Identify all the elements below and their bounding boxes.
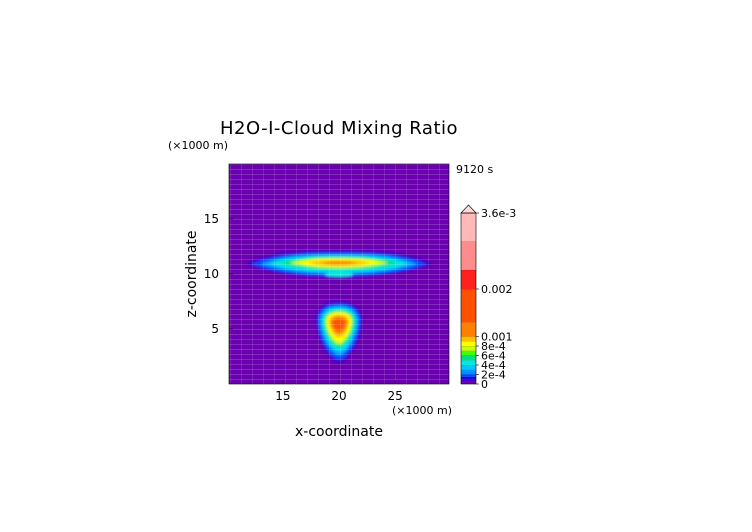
x-tick-label: 15 [275, 389, 290, 403]
colorbar-tick-label: 0.002 [481, 283, 513, 296]
colorbar-extend-arrow [460, 204, 477, 214]
heatmap-grid-texture [229, 164, 449, 384]
colorbar-band [461, 289, 476, 323]
colorbar-band [461, 336, 476, 342]
colorbar-band [461, 369, 476, 375]
colorbar-band [461, 376, 476, 380]
colorbar-band [461, 379, 476, 382]
colorbar-tick-label: 8e-4 [481, 340, 506, 353]
colorbar-band [461, 241, 476, 270]
colorbar-band [461, 360, 476, 365]
colorbar-band [461, 374, 476, 377]
colorbar-tick-label: 6e-4 [481, 350, 506, 363]
colorbar-band [461, 270, 476, 289]
x-tick-label: 25 [387, 389, 402, 403]
colorbar-tick-label: 4e-4 [481, 359, 506, 372]
y-tick-label: 15 [204, 212, 219, 226]
colorbar-band [461, 341, 476, 346]
colorbar-band [461, 350, 476, 356]
time-label: 9120 s [456, 163, 493, 176]
heatmap-plot-area [229, 164, 449, 384]
colorbar-frame [460, 212, 477, 385]
y-tick-label: 5 [211, 322, 219, 336]
colorbar-band [461, 346, 476, 351]
x-unit-label: (×1000 m) [392, 404, 452, 417]
colorbar-band [461, 365, 476, 370]
y-tick-label: 10 [204, 267, 219, 281]
colorbar-tick-label: 0 [481, 378, 488, 391]
x-axis-title: x-coordinate [295, 424, 383, 440]
x-axis-ticks: 15 20 25 [275, 380, 403, 403]
colorbar-band [461, 322, 476, 337]
y-unit-label: (×1000 m) [168, 139, 228, 152]
colorbar-band [461, 381, 476, 384]
y-axis-title: z-coordinate [184, 230, 200, 317]
colorbar-tick-label: 3.6e-3 [481, 207, 516, 220]
chart-title: H2O-I-Cloud Mixing Ratio [220, 118, 458, 139]
x-tick-label: 20 [331, 389, 346, 403]
colorbar-tick-label: 2e-4 [481, 369, 506, 382]
y-axis-ticks: 5 10 15 [204, 212, 233, 336]
colorbar-band [461, 213, 476, 242]
colorbar-tick-label: 0.001 [481, 331, 513, 344]
colorbar-band [461, 355, 476, 361]
